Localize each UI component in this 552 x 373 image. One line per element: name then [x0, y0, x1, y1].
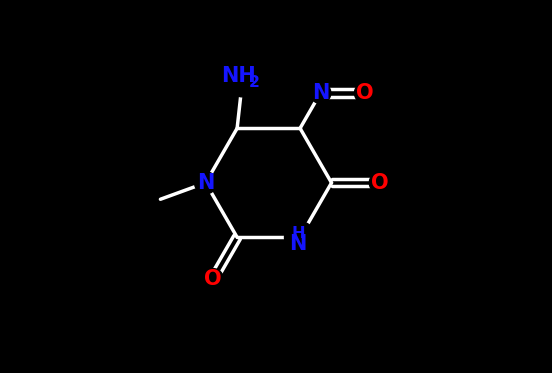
Circle shape — [310, 83, 331, 103]
Text: O: O — [204, 269, 222, 289]
Circle shape — [194, 172, 217, 194]
Text: O: O — [356, 83, 374, 103]
Text: O: O — [371, 173, 389, 193]
Text: 2: 2 — [249, 75, 260, 90]
Text: N: N — [312, 83, 329, 103]
Circle shape — [369, 172, 390, 193]
Circle shape — [354, 83, 375, 103]
Text: NH: NH — [221, 66, 256, 87]
Text: N: N — [197, 173, 214, 193]
Text: N: N — [290, 234, 307, 254]
Circle shape — [224, 60, 261, 97]
Circle shape — [284, 222, 316, 253]
Text: H: H — [291, 226, 305, 241]
Circle shape — [203, 269, 224, 289]
